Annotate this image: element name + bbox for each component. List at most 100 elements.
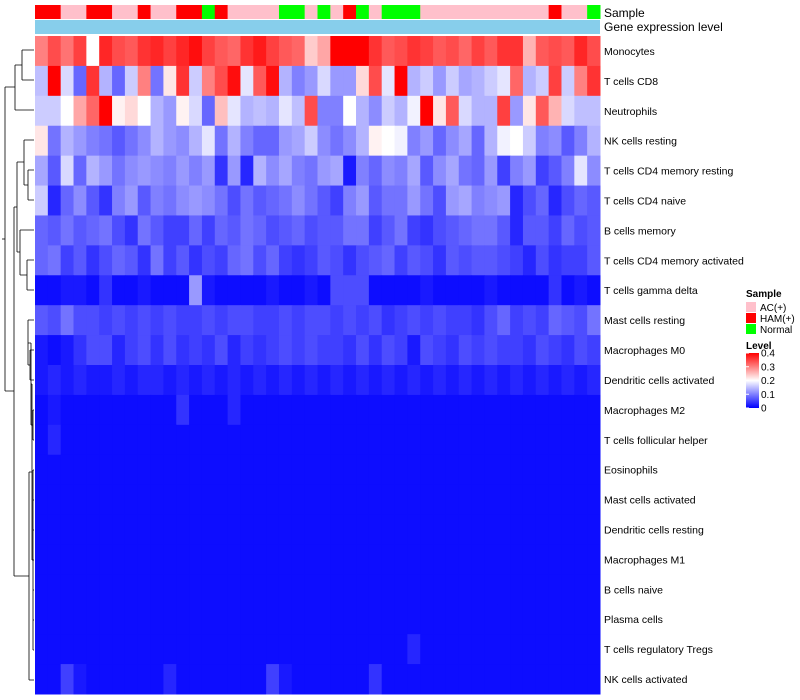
- heatmap-cell: [420, 574, 434, 605]
- heatmap-cell: [317, 215, 331, 246]
- heatmap-cell: [433, 185, 447, 216]
- heatmap-cell: [227, 544, 241, 575]
- heatmap-cell: [99, 424, 113, 456]
- heatmap-cell: [317, 604, 331, 635]
- heatmap-cell: [433, 155, 447, 187]
- heatmap-cell: [112, 95, 126, 127]
- heatmap-cell: [35, 604, 49, 635]
- heatmap-cell: [484, 664, 498, 695]
- heatmap-cell: [266, 305, 280, 336]
- heatmap-cell: [112, 634, 126, 665]
- heatmap-cell: [266, 544, 280, 575]
- heatmap-cell: [561, 634, 575, 665]
- heatmap-cell: [112, 454, 126, 486]
- heatmap-cell: [47, 65, 62, 97]
- row-label: T cells CD4 memory activated: [604, 255, 744, 267]
- heatmap-cell: [112, 215, 126, 246]
- heatmap-cell: [240, 335, 254, 366]
- heatmap-cell: [356, 275, 370, 306]
- heatmap-cell: [201, 544, 216, 575]
- heatmap-cell: [47, 664, 62, 695]
- heatmap-cell: [35, 155, 49, 187]
- heatmap-cell: [356, 394, 370, 426]
- heatmap-cell: [163, 275, 177, 306]
- heatmap-cell: [433, 305, 447, 336]
- heatmap-cell: [73, 36, 87, 67]
- heatmap-cell: [60, 365, 75, 396]
- heatmap-cell: [368, 514, 383, 545]
- heatmap-cell: [189, 544, 203, 575]
- heatmap-cell: [343, 514, 357, 545]
- heatmap-cell: [278, 394, 293, 426]
- heatmap-cell: [317, 574, 331, 605]
- heatmap-cell: [484, 65, 498, 97]
- heatmap-cell: [278, 275, 293, 306]
- dendrogram-branch: [19, 229, 34, 276]
- heatmap-cell: [535, 65, 550, 97]
- heatmap-cell: [484, 335, 498, 366]
- heatmap-cell: [291, 394, 306, 426]
- heatmap-cell: [35, 634, 49, 665]
- sample-annotation-cell: [201, 5, 216, 19]
- heatmap-cell: [548, 335, 562, 366]
- heatmap-cell: [484, 574, 498, 605]
- heatmap-cell: [445, 544, 460, 575]
- heatmap-cell: [510, 335, 524, 366]
- heatmap-cell: [330, 185, 344, 216]
- heatmap-cell: [73, 365, 87, 396]
- heatmap-cell: [60, 305, 75, 336]
- row-label: Plasma cells: [604, 614, 663, 626]
- heatmap-cell: [471, 514, 485, 545]
- heatmap-cell: [458, 65, 473, 97]
- heatmap-cell: [497, 245, 511, 276]
- heatmap-cell: [368, 335, 383, 366]
- heatmap-cell: [407, 305, 421, 336]
- sample-annotation-label: Sample: [604, 6, 645, 20]
- heatmap-cell: [150, 634, 164, 665]
- heatmap-cell: [137, 125, 152, 157]
- row-label: Dendritic cells activated: [604, 375, 714, 387]
- sample-annotation-cell: [163, 5, 177, 19]
- heatmap-cell: [35, 185, 49, 216]
- heatmap-cell: [253, 365, 267, 396]
- heatmap-cell: [176, 394, 190, 426]
- legend: Sample AC(+)HAM(+)Normal Level 0.4 0.3 0.2…: [746, 289, 795, 415]
- heatmap-cell: [214, 454, 229, 486]
- heatmap-cell: [86, 365, 100, 396]
- heatmap-cell: [394, 215, 408, 246]
- level-tick-label: 0: [761, 404, 767, 415]
- heatmap-cell: [60, 125, 75, 157]
- heatmap-cell: [587, 65, 601, 97]
- heatmap-cell: [240, 185, 254, 216]
- heatmap-cell: [381, 424, 396, 456]
- heatmap-cell: [150, 215, 164, 246]
- heatmap-cell: [356, 245, 370, 276]
- heatmap-cell: [420, 544, 434, 575]
- heatmap-cell: [304, 245, 318, 276]
- heatmap-cell: [99, 95, 113, 127]
- heatmap-cell: [47, 574, 62, 605]
- heatmap-cell: [189, 125, 203, 157]
- heatmap-cell: [497, 514, 511, 545]
- heatmap-cell: [368, 604, 383, 635]
- heatmap-cell: [176, 484, 190, 516]
- heatmap-cell: [548, 275, 562, 306]
- heatmap-cell: [535, 604, 550, 635]
- heatmap-cell: [317, 424, 331, 456]
- heatmap-cell: [471, 484, 485, 516]
- heatmap-cell: [86, 484, 100, 516]
- heatmap-cell: [35, 65, 49, 97]
- heatmap-cell: [35, 484, 49, 516]
- heatmap-cell: [522, 305, 537, 336]
- sample-annotation-cell: [189, 5, 203, 19]
- heatmap-cell: [60, 664, 75, 695]
- heatmap-cell: [458, 155, 473, 187]
- heatmap-cell: [522, 604, 537, 635]
- heatmap-cell: [420, 365, 434, 396]
- heatmap-cell: [587, 155, 601, 187]
- heatmap-cell: [574, 574, 588, 605]
- heatmap-cell: [510, 125, 524, 157]
- heatmap-cell: [189, 604, 203, 635]
- heatmap-cell: [227, 245, 241, 276]
- heatmap-cell: [317, 36, 331, 67]
